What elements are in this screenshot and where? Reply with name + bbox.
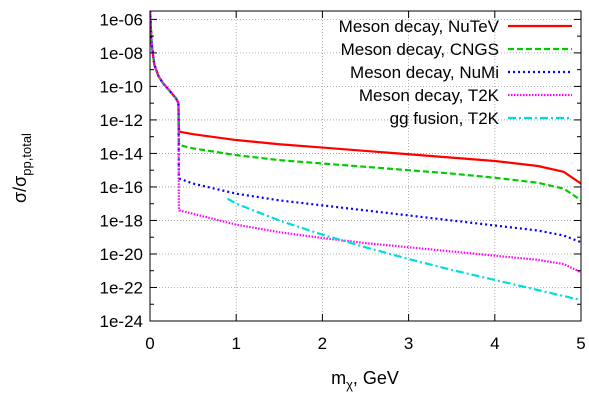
x-axis-label-suffix: , GeV: [353, 368, 399, 388]
y-tick-label: 1e-06: [100, 10, 143, 29]
y-tick-label: 1e-24: [100, 312, 143, 331]
y-tick-label: 1e-10: [100, 77, 143, 96]
x-axis-label-sub: χ: [346, 377, 353, 392]
y-tick-label: 1e-16: [100, 178, 143, 197]
series-line-4: [227, 197, 581, 302]
legend-label: Meson decay, CNGS: [341, 40, 499, 59]
series-line-3: [150, 11, 581, 274]
legend-label: Meson decay, NuTeV: [339, 17, 500, 36]
y-axis-label: σ/σpp,total: [10, 133, 34, 203]
legend-label: Meson decay, T2K: [359, 86, 500, 105]
y-tick-label: 1e-18: [100, 211, 143, 230]
x-tick-label: 3: [404, 334, 413, 353]
legend-label: gg fusion, T2K: [390, 109, 500, 128]
series-layer: [150, 11, 581, 302]
legend-label: Meson decay, NuMi: [350, 63, 499, 82]
legend: Meson decay, NuTeV Meson decay, CNGS Meson…: [339, 17, 572, 128]
x-axis-label-main: m: [331, 368, 346, 388]
y-axis-label-sub: pp,total: [19, 133, 34, 176]
ticks: [149, 11, 582, 322]
y-axis-label-main: σ/σ: [10, 176, 30, 203]
x-tick-label: 2: [318, 334, 327, 353]
x-tick-label: 5: [576, 334, 585, 353]
x-tick-label: 1: [231, 334, 240, 353]
y-tick-label: 1e-08: [100, 44, 143, 63]
series-line-1: [150, 11, 581, 202]
tick-labels: 1e-06 1e-08 1e-10 1e-12 1e-14 1e-16 1e-18 1e-20…: [100, 10, 586, 353]
plot-frame: [149, 10, 582, 322]
x-tick-label: 0: [145, 334, 154, 353]
y-tick-label: 1e-22: [100, 278, 143, 297]
y-tick-label: 1e-20: [100, 245, 143, 264]
x-axis-label: mχ, GeV: [331, 368, 399, 392]
y-tick-label: 1e-12: [100, 111, 143, 130]
x-tick-label: 4: [490, 334, 499, 353]
y-tick-label: 1e-14: [100, 144, 143, 163]
